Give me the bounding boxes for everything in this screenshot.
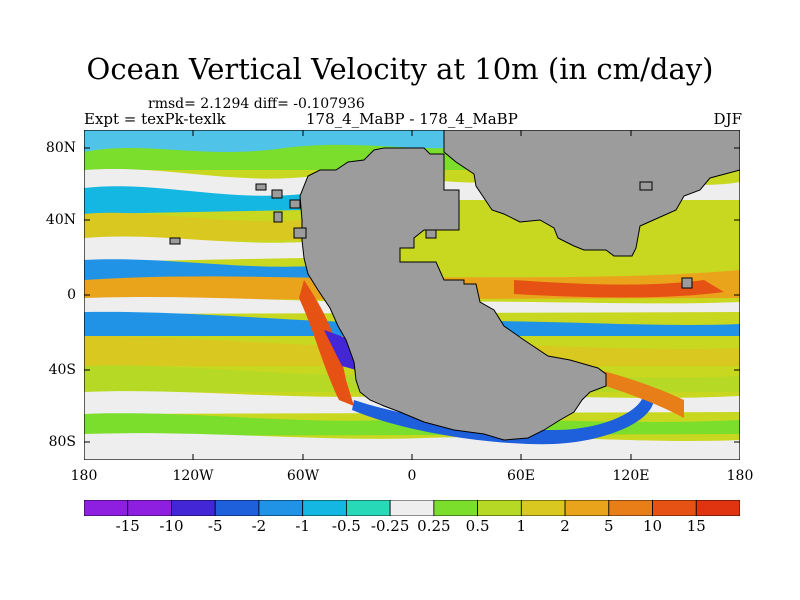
colorbar-swatch <box>258 500 304 516</box>
colorbar-tick-label: 10 <box>642 517 663 535</box>
colorbar-swatch <box>302 500 347 516</box>
lon-label-60w: 60W <box>286 468 320 484</box>
colorbar-swatch <box>695 500 740 516</box>
lon-label-0: 0 <box>407 468 417 484</box>
colorbar-tick-label: -10 <box>159 517 184 535</box>
colorbar <box>84 500 740 516</box>
colorbar-tick-label: 0.25 <box>417 517 451 535</box>
map-title: Ocean Vertical Velocity at 10m (in cm/da… <box>86 52 714 86</box>
colorbar-tick-label: -15 <box>115 517 140 535</box>
lat-label-80n: 80N <box>45 140 76 156</box>
colorbar-tick-label: 5 <box>604 517 614 535</box>
colorbar-swatch <box>171 500 216 516</box>
lat-label-0: 0 <box>67 287 76 303</box>
continent-north <box>443 130 740 257</box>
model-label: 178_4_MaBP - 178_4_MaBP <box>306 110 518 128</box>
colorbar-tick-label: -1 <box>295 517 310 535</box>
colorbar-swatch <box>127 500 172 516</box>
colorbar-tick-label: -5 <box>207 517 223 535</box>
lon-label-60e: 60E <box>506 468 536 484</box>
axis-ticks <box>84 130 740 460</box>
lon-label-120e: 120E <box>612 468 650 484</box>
colorbar-tick-label: -0.5 <box>331 517 361 535</box>
colorbar-tick-label: -2 <box>251 517 267 535</box>
lat-label-80s: 80S <box>48 434 76 450</box>
stats-label: rmsd= 2.1294 diff= -0.107936 <box>148 96 365 112</box>
colorbar-swatch <box>477 500 522 516</box>
colorbar-swatch <box>214 500 260 516</box>
colorbar-swatch <box>652 500 697 516</box>
colorbar-tick-label: 2 <box>560 517 570 535</box>
colorbar-swatch <box>389 500 435 516</box>
colorbar-swatch <box>345 500 391 516</box>
experiment-label: Expt = texPk-texlk <box>84 110 226 128</box>
colorbar-swatch <box>564 500 610 516</box>
colorbar-tick-label: 15 <box>686 517 706 535</box>
season-label: DJF <box>713 110 742 128</box>
colorbar-swatch <box>520 500 566 516</box>
colorbar-tick-label: 1 <box>516 517 527 535</box>
colorbar-swatch <box>433 500 479 516</box>
lon-label-180w: 180 <box>70 468 98 484</box>
lon-label-180e: 180 <box>726 468 754 484</box>
colorbar-swatch <box>608 500 653 516</box>
continent-west <box>299 147 607 441</box>
ocean-velocity-map <box>84 130 740 460</box>
colorbar-swatch <box>84 500 129 516</box>
lon-label-120w: 120W <box>172 468 214 484</box>
colorbar-tick-label: -0.25 <box>370 517 410 535</box>
colorbar-tick-label: 0.5 <box>465 517 490 535</box>
land-masses <box>169 130 740 441</box>
lat-label-40s: 40S <box>48 362 76 378</box>
lat-label-40n: 40N <box>45 212 76 228</box>
